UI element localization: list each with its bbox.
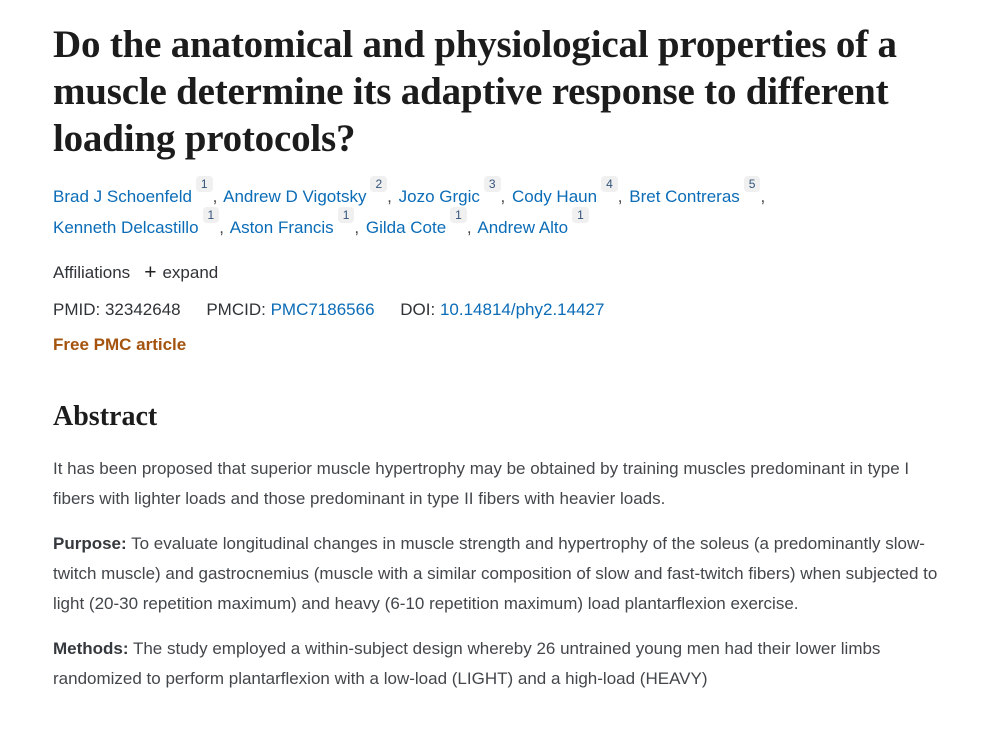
author-separator: , [500,187,506,206]
pmcid-group: PMCID: PMC7186566 [206,300,374,319]
author-item: Gilda Cote1, [365,207,474,237]
article-page: Do the anatomical and physiological prop… [53,23,957,694]
doi-group: DOI: 10.14814/phy2.14427 [400,300,604,319]
author-separator: , [466,218,472,237]
author-link[interactable]: Kenneth Delcastillo [53,218,199,237]
plus-icon: + [144,261,157,284]
author-affiliation-sup[interactable]: 3 [483,176,501,193]
abstract-paragraph-text: The study employed a within-subject desi… [53,639,881,688]
pmid-group: PMID: 32342648 [53,300,181,319]
author-separator: , [760,187,766,206]
abstract-paragraph-text: To evaluate longitudinal changes in musc… [53,534,938,613]
doi-label: DOI: [400,300,436,319]
author-item: Brad J Schoenfeld1, [53,176,219,206]
author-link[interactable]: Bret Contreras [629,187,740,206]
abstract-paragraph-label: Purpose: [53,534,127,553]
author-separator: , [354,218,360,237]
affiliations-label: Affiliations [53,263,131,282]
affiliations-expand-label: expand [162,263,219,282]
abstract-paragraph: It has been proposed that superior muscl… [53,454,955,514]
affiliations-row: Affiliations + expand [53,261,957,285]
author-affiliation-sup[interactable]: 5 [743,176,761,193]
pmcid-label: PMCID: [206,300,266,319]
author-affiliation-sup[interactable]: 1 [195,176,213,193]
author-separator: , [212,187,218,206]
abstract-paragraph: Methods: The study employed a within-sub… [53,634,955,694]
author-affiliation-sup[interactable]: 4 [601,176,618,193]
author-item: Andrew Alto1 [477,207,590,237]
pmcid-link[interactable]: PMC7186566 [270,300,375,319]
author-separator: , [219,218,224,237]
abstract-heading: Abstract [53,401,158,432]
author-link[interactable]: Cody Haun [512,187,598,206]
free-pmc-article-label: Free PMC article [53,335,187,354]
author-item: Bret Contreras5, [629,176,767,206]
affiliations-expand-button[interactable]: + expand [144,261,218,285]
author-affiliation-sup[interactable]: 1 [202,207,220,224]
author-affiliation-sup[interactable]: 1 [450,207,467,224]
author-link[interactable]: Brad J Schoenfeld [53,187,192,206]
pmid-label: PMID: [53,300,101,319]
abstract-body: It has been proposed that superior muscl… [53,454,957,694]
author-link[interactable]: Gilda Cote [365,218,447,237]
abstract-paragraph-label: Methods: [53,639,129,658]
author-item: Andrew D Vigotsky2, [223,176,394,206]
authors-list: Brad J Schoenfeld1, Andrew D Vigotsky2, … [53,176,898,243]
pmid-value: 32342648 [104,300,181,319]
abstract-paragraph-text: It has been proposed that superior muscl… [53,459,910,508]
author-link[interactable]: Aston Francis [229,218,334,237]
author-item: Aston Francis1, [229,207,361,237]
author-link[interactable]: Jozo Grgic [398,187,480,206]
author-link[interactable]: Andrew D Vigotsky [223,187,367,206]
author-item: Jozo Grgic3, [398,176,508,206]
author-item: Kenneth Delcastillo1, [53,207,226,237]
author-separator: , [387,187,392,206]
abstract-paragraph: Purpose: To evaluate longitudinal change… [53,529,955,619]
author-affiliation-sup[interactable]: 1 [572,207,589,224]
author-item: Cody Haun4, [512,176,624,206]
author-separator: , [617,187,623,206]
article-title: Do the anatomical and physiological prop… [53,23,897,160]
author-affiliation-sup[interactable]: 1 [337,207,355,224]
identifiers-row: PMID: 32342648 PMCID: PMC7186566 DOI: 10… [53,298,957,322]
doi-link[interactable]: 10.14814/phy2.14427 [439,300,605,319]
author-affiliation-sup[interactable]: 2 [370,176,388,193]
author-link[interactable]: Andrew Alto [477,218,569,237]
